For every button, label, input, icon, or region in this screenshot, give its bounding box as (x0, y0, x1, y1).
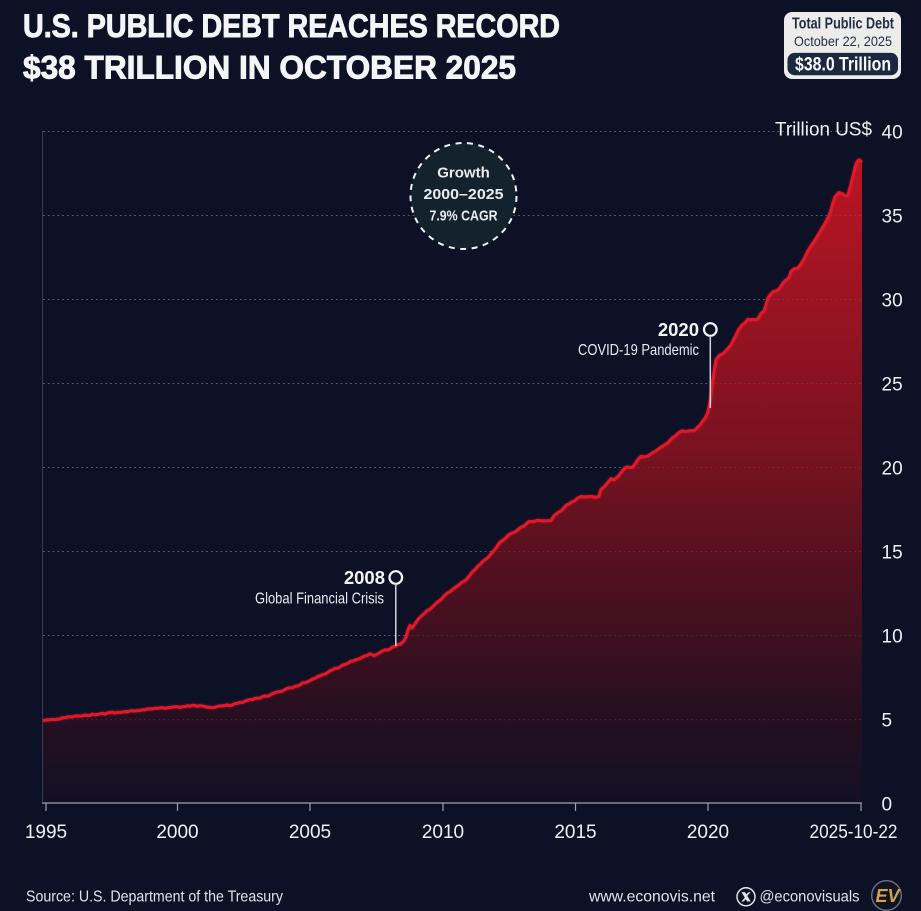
svg-text:@econovisuals: @econovisuals (760, 889, 860, 906)
svg-text:20: 20 (882, 458, 903, 479)
svg-text:2000–2025: 2000–2025 (424, 186, 504, 203)
svg-text:Growth: Growth (437, 165, 490, 182)
svg-text:www.econovis.net: www.econovis.net (588, 889, 716, 906)
svg-text:30: 30 (882, 290, 903, 311)
svg-text:$38 TRILLION IN OCTOBER 2025: $38 TRILLION IN OCTOBER 2025 (23, 50, 516, 86)
svg-text:Trillion US$: Trillion US$ (775, 120, 872, 141)
svg-text:COVID-19 Pandemic: COVID-19 Pandemic (578, 342, 699, 359)
svg-text:2020: 2020 (687, 822, 729, 843)
svg-text:2015: 2015 (554, 822, 596, 843)
svg-text:EV: EV (875, 886, 901, 906)
svg-text:2000: 2000 (156, 822, 198, 843)
svg-text:U.S. PUBLIC DEBT REACHES RECOR: U.S. PUBLIC DEBT REACHES RECORD (23, 8, 560, 44)
svg-text:2025-10-22: 2025-10-22 (810, 822, 898, 843)
svg-text:2010: 2010 (422, 822, 464, 843)
svg-text:2005: 2005 (289, 822, 331, 843)
svg-text:2020: 2020 (658, 319, 699, 340)
svg-text:35: 35 (882, 206, 903, 227)
svg-text:40: 40 (882, 122, 903, 143)
svg-text:7.9% CAGR: 7.9% CAGR (430, 208, 498, 225)
svg-text:25: 25 (882, 374, 903, 395)
svg-text:2008: 2008 (344, 567, 385, 588)
svg-text:Total Public Debt: Total Public Debt (792, 15, 895, 32)
svg-text:10: 10 (882, 626, 903, 647)
svg-text:Global Financial Crisis: Global Financial Crisis (255, 591, 384, 608)
svg-text:0: 0 (882, 794, 893, 815)
svg-text:$38.0 Trillion: $38.0 Trillion (795, 55, 891, 76)
svg-text:October 22, 2025: October 22, 2025 (794, 33, 892, 49)
svg-text:5: 5 (882, 710, 893, 731)
svg-text:15: 15 (882, 542, 903, 563)
svg-text:1995: 1995 (25, 822, 67, 843)
svg-text:Source: U.S. Department of the: Source: U.S. Department of the Treasury (26, 889, 283, 906)
